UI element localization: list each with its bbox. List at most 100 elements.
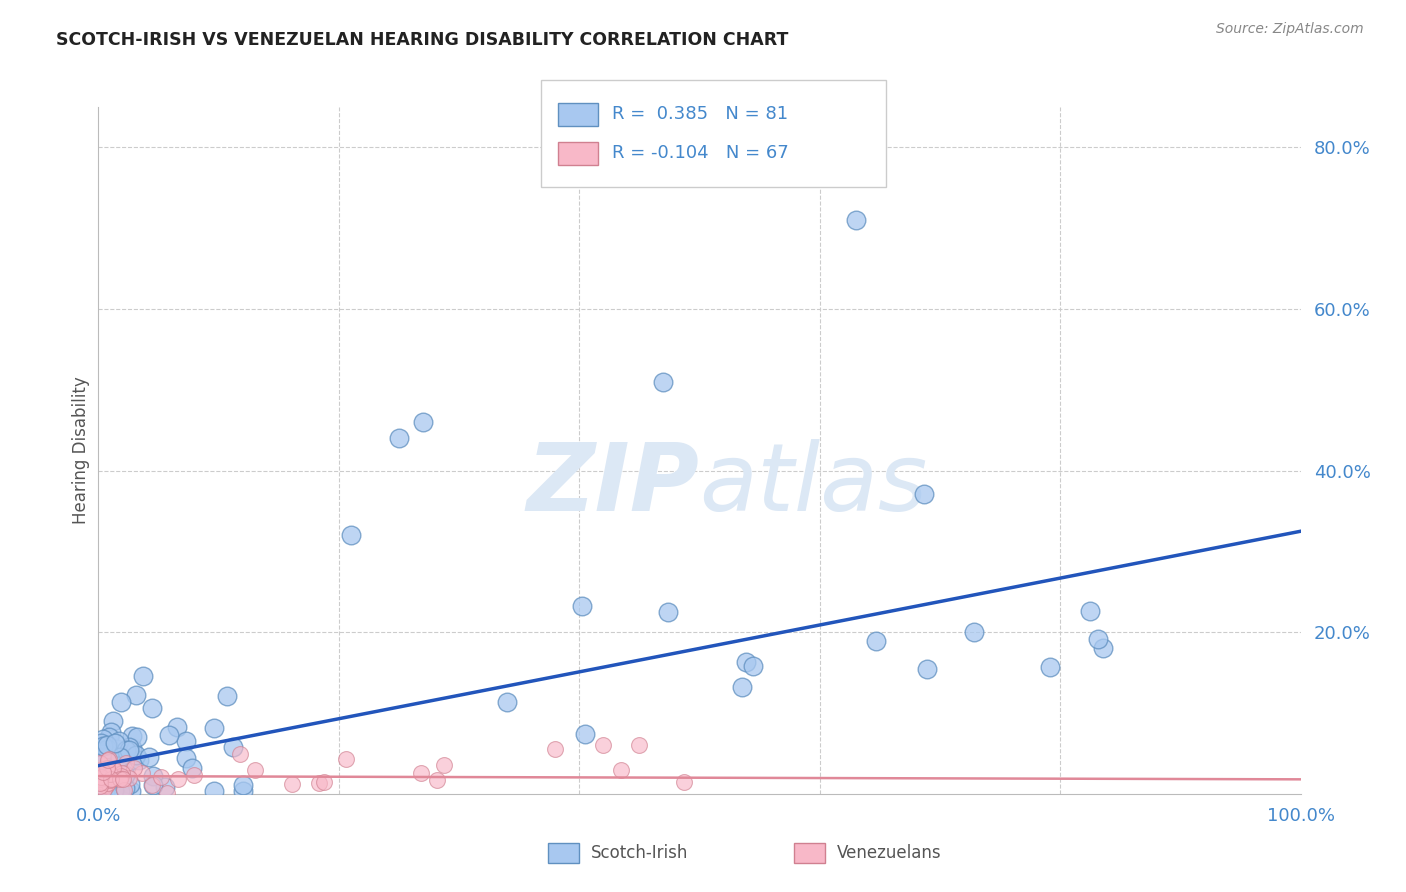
Point (104, 771, 127, 785)
Point (118, 740, 141, 755)
Point (97, 776, 120, 790)
Point (1078, 604, 1101, 618)
Point (610, 763, 633, 777)
Point (89, 770, 111, 784)
Text: R =  0.385   N = 81: R = 0.385 N = 81 (612, 105, 787, 123)
Point (125, 731, 148, 745)
Point (167, 772, 190, 787)
Point (98, 752, 121, 766)
Point (100, 772, 122, 787)
Text: ZIP: ZIP (527, 439, 700, 531)
Point (120, 784, 142, 798)
Point (131, 765, 153, 780)
Point (574, 727, 596, 741)
Point (340, 528, 363, 542)
Point (90, 736, 112, 750)
Point (110, 769, 132, 783)
Point (108, 749, 131, 764)
Point (91, 750, 114, 764)
Point (1092, 640, 1115, 655)
Point (91, 739, 114, 754)
Point (97, 747, 120, 762)
Point (222, 739, 245, 754)
Text: SCOTCH-IRISH VS VENEZUELAN HEARING DISABILITY CORRELATION CHART: SCOTCH-IRISH VS VENEZUELAN HEARING DISAB… (56, 31, 789, 49)
Point (110, 694, 132, 708)
Point (141, 778, 163, 792)
Point (101, 763, 124, 777)
Point (105, 742, 128, 756)
Point (122, 761, 145, 775)
Point (96, 764, 118, 779)
Point (90, 747, 112, 761)
Point (131, 669, 153, 683)
Point (90, 768, 112, 782)
Point (110, 773, 132, 788)
Point (308, 776, 330, 790)
Point (571, 599, 593, 614)
Point (388, 431, 411, 445)
Text: Venezuelans: Venezuelans (837, 844, 941, 862)
Point (89, 772, 111, 786)
Point (652, 375, 675, 389)
Point (912, 486, 935, 500)
Point (103, 714, 125, 728)
Point (865, 634, 887, 648)
Point (114, 780, 136, 795)
Point (90, 767, 112, 781)
Point (426, 773, 449, 788)
Point (98, 784, 121, 798)
Point (118, 771, 141, 785)
Point (962, 625, 984, 640)
Point (89, 776, 111, 790)
Point (103, 764, 125, 778)
Point (174, 751, 197, 765)
Point (108, 771, 131, 785)
Point (103, 782, 125, 797)
Point (122, 753, 145, 767)
Point (628, 739, 651, 753)
Point (166, 720, 188, 734)
Point (105, 759, 128, 773)
Point (90, 763, 112, 777)
Point (1087, 632, 1109, 647)
Point (94, 772, 117, 786)
Point (94, 768, 117, 782)
Point (112, 782, 135, 797)
Point (98, 730, 121, 744)
Point (124, 688, 146, 702)
Point (495, 695, 517, 709)
Point (94, 784, 117, 798)
Point (93, 766, 115, 780)
Point (101, 748, 124, 763)
Point (118, 777, 141, 791)
Point (91, 731, 114, 746)
Point (96, 761, 118, 775)
Point (157, 728, 180, 742)
Point (90, 784, 112, 798)
Point (89, 769, 111, 783)
Point (93, 782, 115, 797)
Point (89, 772, 111, 786)
Point (118, 743, 141, 757)
Point (202, 721, 225, 735)
Point (314, 775, 336, 789)
Point (103, 761, 125, 775)
Point (156, 786, 179, 800)
Point (731, 681, 754, 695)
Point (121, 740, 143, 755)
Point (217, 689, 239, 703)
Point (180, 760, 202, 774)
Text: Source: ZipAtlas.com: Source: ZipAtlas.com (1216, 22, 1364, 37)
Point (90, 770, 112, 784)
Point (96, 779, 118, 793)
Point (202, 784, 225, 798)
Point (96, 739, 118, 753)
Point (98, 767, 121, 781)
Point (104, 766, 127, 780)
Point (153, 780, 176, 794)
Point (96, 751, 118, 765)
Point (93, 768, 115, 782)
Point (97, 769, 120, 783)
Point (111, 765, 134, 780)
Point (110, 772, 132, 786)
